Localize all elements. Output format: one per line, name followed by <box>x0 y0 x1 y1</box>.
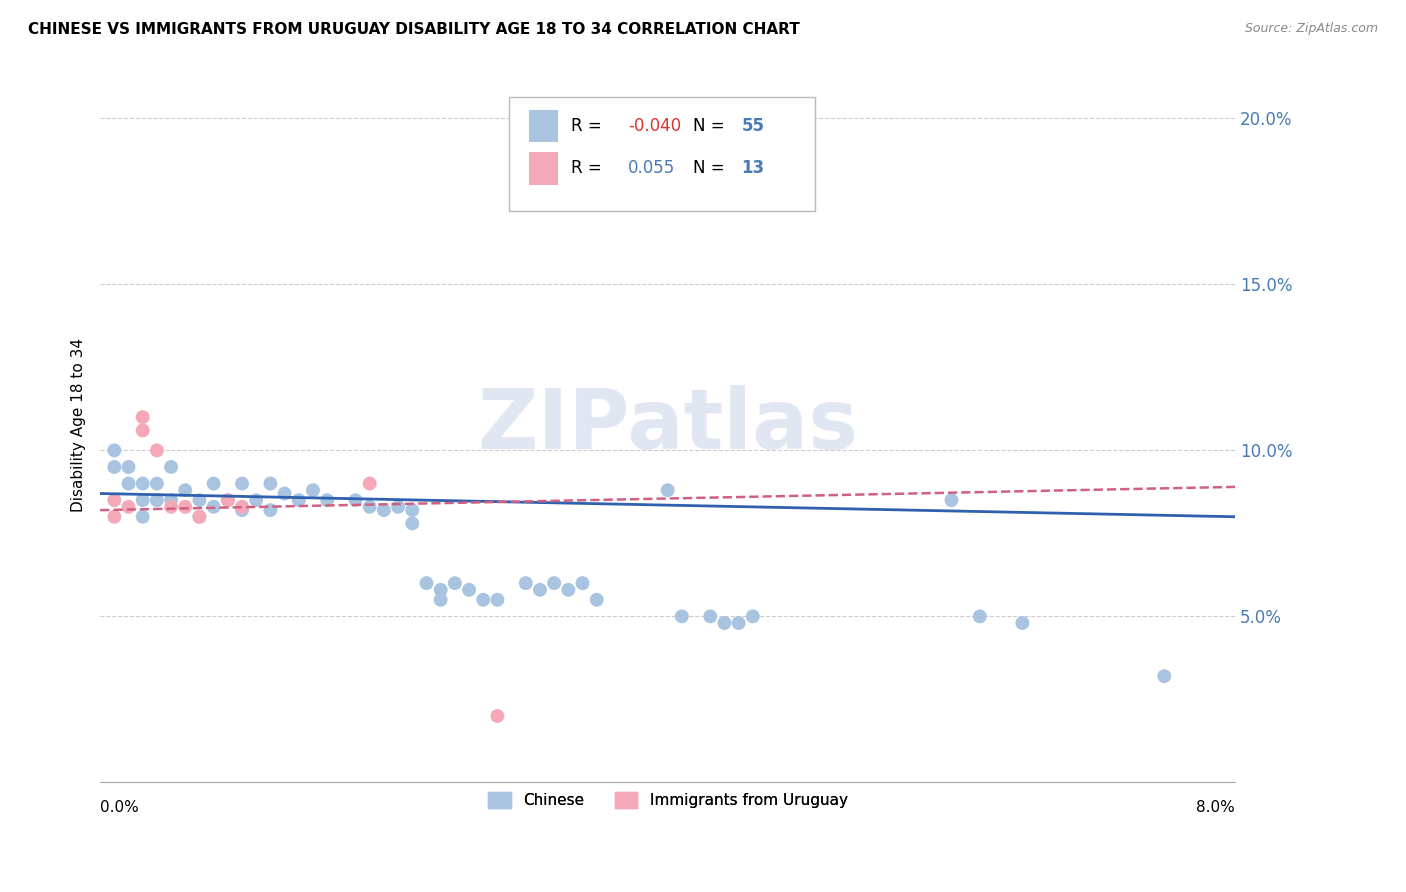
Point <box>245 493 267 508</box>
Point <box>273 486 295 500</box>
Point <box>699 609 721 624</box>
Point <box>131 424 153 438</box>
Point <box>117 500 139 514</box>
Point <box>174 483 197 498</box>
Point <box>131 493 153 508</box>
Point <box>458 582 481 597</box>
Point <box>969 609 991 624</box>
Text: R =: R = <box>571 117 607 135</box>
Point <box>188 493 211 508</box>
Point <box>344 493 367 508</box>
Point <box>571 576 593 591</box>
Point <box>657 483 679 498</box>
Point <box>231 503 253 517</box>
Text: N =: N = <box>693 117 730 135</box>
Point <box>316 493 339 508</box>
Point <box>359 500 381 514</box>
Point <box>741 609 763 624</box>
FancyBboxPatch shape <box>529 153 558 185</box>
Point <box>160 493 183 508</box>
Point <box>160 500 183 514</box>
Point <box>1011 615 1033 630</box>
Point <box>302 483 325 498</box>
FancyBboxPatch shape <box>509 97 815 211</box>
Y-axis label: Disability Age 18 to 34: Disability Age 18 to 34 <box>72 338 86 513</box>
Point <box>713 615 735 630</box>
Point <box>429 582 451 597</box>
Point <box>415 576 437 591</box>
Point <box>202 500 225 514</box>
Point <box>671 609 693 624</box>
Text: Source: ZipAtlas.com: Source: ZipAtlas.com <box>1244 22 1378 36</box>
Point <box>174 500 197 514</box>
Point <box>585 592 607 607</box>
Point <box>387 500 409 514</box>
Point <box>515 576 537 591</box>
Point <box>287 493 309 508</box>
Point <box>472 592 495 607</box>
Point <box>117 459 139 474</box>
Point <box>131 476 153 491</box>
Text: 13: 13 <box>741 160 765 178</box>
FancyBboxPatch shape <box>529 110 558 142</box>
Point <box>160 459 183 474</box>
Text: 0.0%: 0.0% <box>100 800 139 815</box>
Point <box>231 500 253 514</box>
Legend: Chinese, Immigrants from Uruguay: Chinese, Immigrants from Uruguay <box>482 786 853 814</box>
Text: 8.0%: 8.0% <box>1197 800 1236 815</box>
Point <box>941 493 963 508</box>
Text: 55: 55 <box>741 117 765 135</box>
Point <box>727 615 749 630</box>
Point <box>444 576 467 591</box>
Point <box>217 493 239 508</box>
Point <box>557 582 579 597</box>
Text: R =: R = <box>571 160 607 178</box>
Point <box>401 503 423 517</box>
Point <box>103 509 125 524</box>
Point <box>131 509 153 524</box>
Point <box>429 592 451 607</box>
Point <box>359 476 381 491</box>
Point <box>146 493 169 508</box>
Point <box>103 459 125 474</box>
Point <box>486 592 509 607</box>
Point <box>543 576 565 591</box>
Point <box>259 476 281 491</box>
Point <box>131 410 153 425</box>
Text: -0.040: -0.040 <box>628 117 681 135</box>
Point <box>202 476 225 491</box>
Point <box>103 493 125 508</box>
Point <box>373 503 395 517</box>
Point <box>146 443 169 458</box>
Point <box>117 476 139 491</box>
Point <box>188 509 211 524</box>
Text: N =: N = <box>693 160 730 178</box>
Point <box>146 476 169 491</box>
Point <box>231 476 253 491</box>
Text: ZIPatlas: ZIPatlas <box>477 385 858 466</box>
Point <box>103 443 125 458</box>
Point <box>486 709 509 723</box>
Point <box>188 509 211 524</box>
Point <box>401 516 423 531</box>
Point <box>259 503 281 517</box>
Point <box>1153 669 1175 683</box>
Point <box>217 493 239 508</box>
Text: 0.055: 0.055 <box>628 160 675 178</box>
Text: CHINESE VS IMMIGRANTS FROM URUGUAY DISABILITY AGE 18 TO 34 CORRELATION CHART: CHINESE VS IMMIGRANTS FROM URUGUAY DISAB… <box>28 22 800 37</box>
Point <box>529 582 551 597</box>
